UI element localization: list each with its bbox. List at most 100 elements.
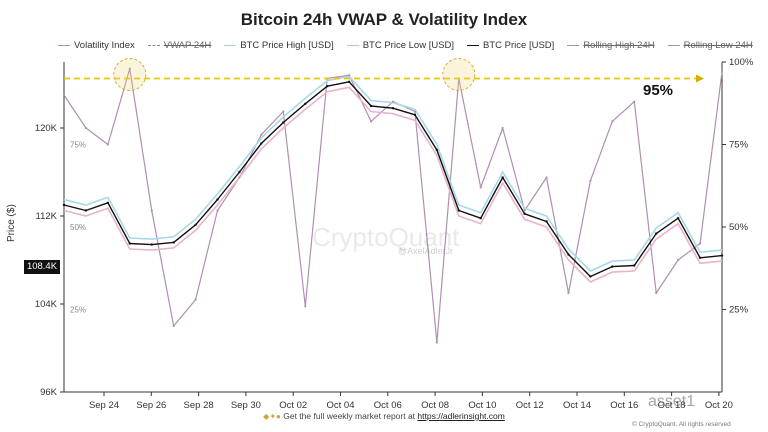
volatility-point: [633, 100, 636, 103]
legend-btc-price[interactable]: BTC Price [USD]: [467, 37, 554, 53]
volatility-point: [567, 291, 570, 295]
x-tick-label: Oct 06: [374, 400, 402, 411]
x-tick-label: Oct 10: [468, 400, 496, 411]
highlight-circle: [113, 58, 147, 91]
footer-link[interactable]: https://adlerinsight.com: [417, 411, 505, 421]
chart-legend: Volatility Index VWAP 24H BTC Price High…: [58, 37, 753, 53]
btc-price-point: [567, 253, 570, 256]
highlight-circle: [442, 58, 476, 91]
inner-vol-label: 25%: [70, 306, 86, 315]
btc-price-point: [347, 80, 351, 84]
y-tick-label-right: 75%: [729, 140, 749, 151]
footer-note: ◆✦● Get the full weekly market report at…: [0, 411, 768, 421]
x-tick-label: Oct 02: [279, 400, 307, 411]
volatility-point: [282, 110, 285, 113]
btc-price-point: [479, 217, 482, 220]
x-tick-label: Oct 08: [421, 400, 449, 411]
volatility-point: [479, 186, 482, 189]
legend-swatch: [567, 44, 580, 46]
btc-price-point: [413, 113, 417, 117]
btc-price-point: [369, 104, 373, 108]
volatility-point: [238, 176, 241, 179]
price-low-line: [63, 86, 723, 283]
legend-label: Volatility Index: [74, 39, 135, 51]
btc-price-point: [260, 142, 263, 145]
legend-btc-price-low[interactable]: BTC Price Low [USD]: [346, 37, 455, 53]
legend-rolling-low[interactable]: Rolling Low 24H: [667, 37, 753, 53]
btc-price-point: [611, 265, 614, 268]
btc-price-point: [84, 209, 88, 212]
volatility-point: [172, 324, 175, 328]
y-tick-label-left: 120K: [35, 123, 58, 134]
volatility-point: [611, 120, 614, 123]
x-tick-label: Oct 18: [658, 400, 686, 411]
btc-price-point: [545, 220, 548, 223]
legend-swatch: [147, 44, 160, 46]
threshold-arrow: [696, 74, 704, 83]
btc-price-point: [282, 121, 285, 124]
legend-swatch: [467, 44, 480, 46]
btc-price-point: [194, 223, 197, 226]
volatility-point: [435, 341, 438, 344]
x-tick-label: Oct 20: [705, 400, 733, 411]
btc-price-point: [238, 170, 241, 174]
x-tick-label: Sep 24: [89, 400, 119, 411]
btc-price-point: [698, 256, 702, 259]
volatility-point: [369, 120, 373, 123]
btc-price-point: [676, 217, 680, 220]
volatility-point: [128, 67, 131, 70]
current-price-badge: 108.4K: [24, 260, 60, 274]
copyright-credit: © CryptoQuant. All rights reserved: [632, 421, 731, 428]
legend-swatch: [224, 44, 237, 46]
legend-volatility-index[interactable]: Volatility Index: [58, 37, 135, 53]
volatility-point: [413, 110, 417, 113]
volatility-line: [63, 67, 723, 344]
volatility-point: [545, 176, 548, 179]
volatility-point: [589, 179, 592, 182]
y-tick-label-right: 25%: [729, 305, 749, 316]
y-axis-label: Price ($): [6, 204, 17, 242]
btc-price-point: [523, 212, 526, 215]
btc-price-point: [435, 148, 439, 152]
y-tick-label-left: 112K: [36, 211, 58, 222]
volatility-point: [304, 305, 307, 308]
btc-price-point: [457, 209, 460, 212]
btc-price-point: [655, 232, 658, 235]
x-tick-label: Oct 04: [327, 400, 355, 411]
volatility-point: [216, 209, 219, 212]
brand-watermark: CryptoQuant: [312, 222, 460, 252]
footer-text: Get the full weekly market report at: [283, 411, 416, 421]
volatility-point: [194, 298, 197, 301]
volatility-point: [391, 100, 395, 103]
volatility-point: [150, 209, 153, 212]
btc-price-point: [150, 243, 153, 246]
handle-watermark: @AxelAdlerJr: [398, 246, 454, 256]
legend-vwap-24h[interactable]: VWAP 24H: [147, 37, 211, 53]
legend-label: BTC Price [USD]: [483, 39, 555, 51]
legend-btc-price-high[interactable]: BTC Price High [USD]: [224, 37, 334, 53]
btc-price-point: [391, 107, 395, 110]
btc-price-point: [720, 254, 724, 257]
btc-price-point: [62, 203, 66, 207]
chart-title: Bitcoin 24h VWAP & Volatility Index: [240, 10, 528, 29]
x-tick-label: Oct 12: [516, 400, 544, 411]
volatility-point: [348, 74, 351, 77]
btc-price-point: [633, 264, 636, 267]
btc-price-point: [106, 201, 110, 204]
btc-price-point: [304, 102, 307, 106]
volatility-point: [260, 133, 263, 136]
legend-swatch: [58, 44, 70, 46]
legend-label: BTC Price Low [USD]: [362, 39, 455, 51]
x-tick-label: Sep 28: [184, 400, 214, 411]
volatility-point: [84, 126, 88, 130]
btc-price-point: [501, 176, 504, 179]
volatility-point: [698, 242, 702, 245]
asset-watermark: asset1: [648, 393, 696, 410]
y-tick-label-right: 100%: [729, 57, 754, 68]
volatility-point: [655, 291, 658, 295]
legend-rolling-high[interactable]: Rolling High 24H: [567, 37, 655, 53]
legend-label: BTC Price High [USD]: [240, 39, 334, 51]
volatility-point: [62, 93, 66, 97]
legend-label: Rolling High 24H: [583, 39, 655, 51]
